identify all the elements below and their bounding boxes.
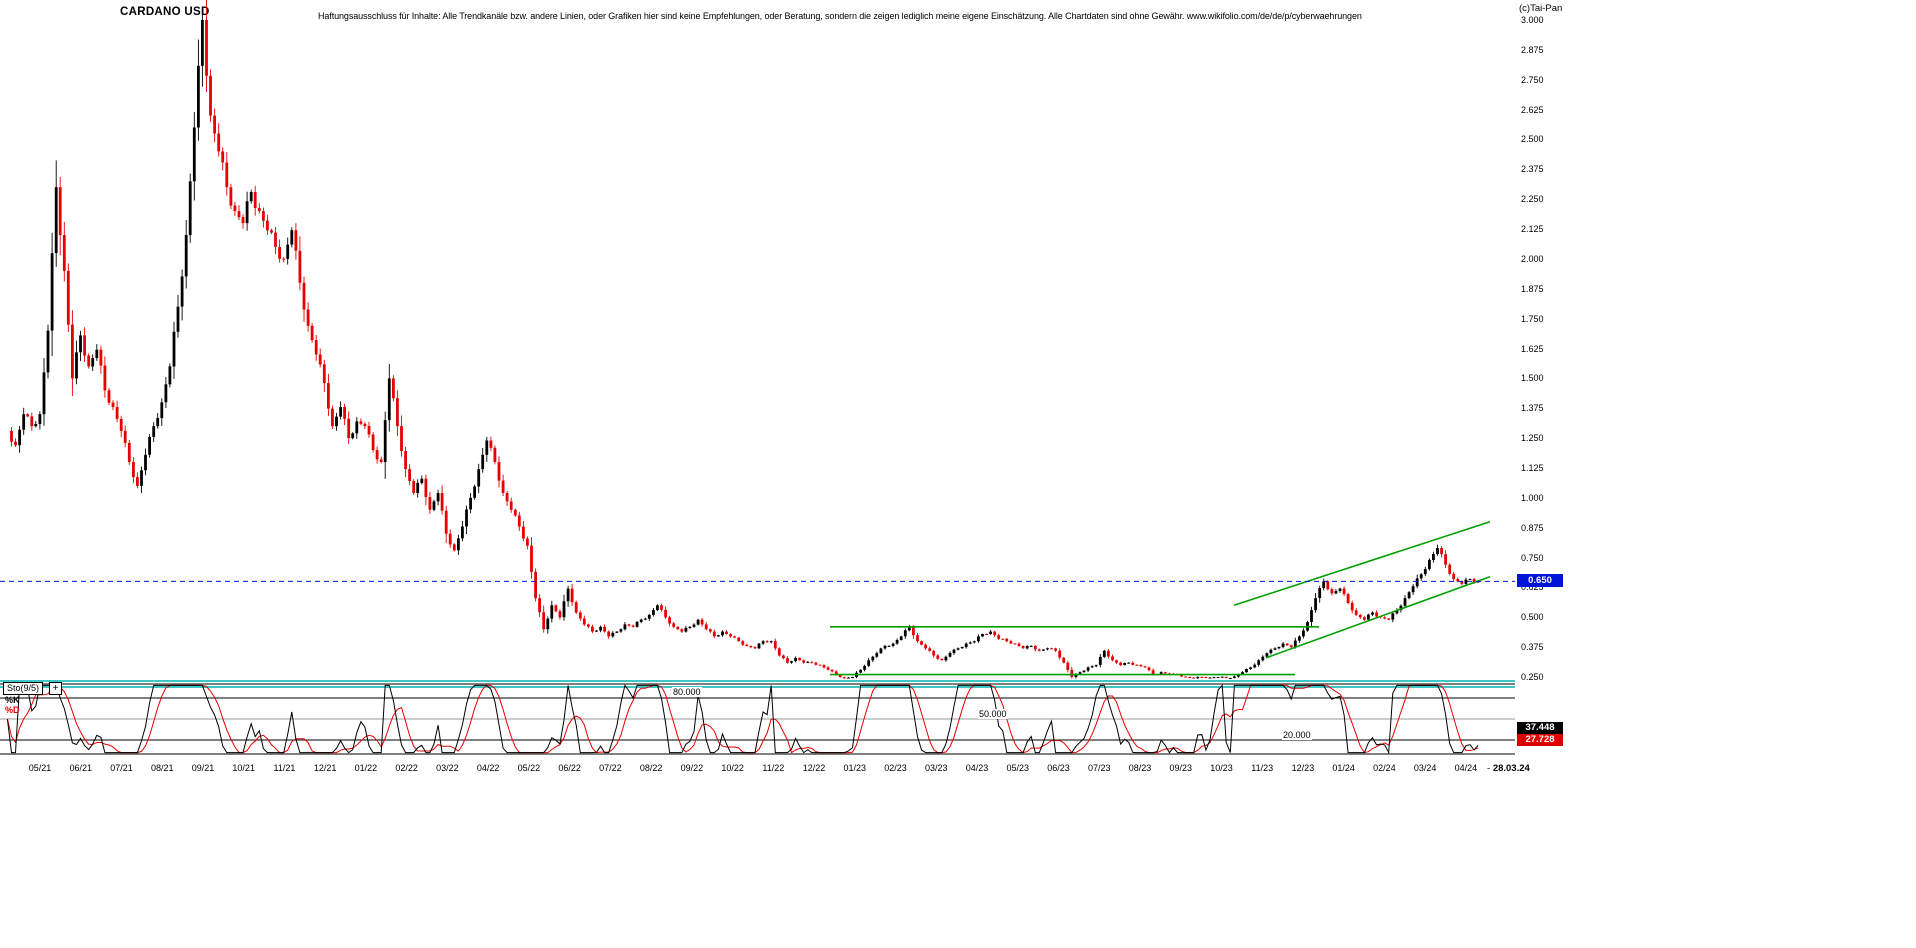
- time-tick-label: 03/23: [925, 763, 948, 773]
- price-tick-label: 2.375: [1521, 164, 1544, 175]
- time-tick-label: 12/22: [802, 763, 826, 773]
- time-tick-label: 05/23: [1006, 763, 1030, 773]
- time-tick-label: 01/23: [843, 763, 867, 773]
- price-tick-label: 1.000: [1521, 492, 1544, 503]
- last-date-value: 28.03.24: [1492, 763, 1530, 774]
- time-tick-label: 10/22: [721, 763, 744, 773]
- indicator-k-label: %K: [5, 695, 20, 705]
- price-tick-label: 0.750: [1521, 552, 1544, 563]
- time-tick-label: 01/24: [1332, 763, 1355, 773]
- time-tick-label: 02/23: [884, 763, 907, 773]
- indicator-k-value: 37.448: [1517, 722, 1563, 734]
- price-tick-label: 1.750: [1521, 313, 1544, 324]
- price-tick-label: 0.250: [1521, 672, 1544, 682]
- price-tick-label: 1.875: [1521, 283, 1544, 294]
- time-tick-label: 10/21: [232, 763, 255, 773]
- price-tick-label: 2.875: [1521, 44, 1544, 55]
- time-tick-label: 05/21: [28, 763, 52, 773]
- time-tick-label: 08/21: [150, 763, 174, 773]
- price-tick-label: 2.750: [1521, 74, 1544, 85]
- indicator-level-label: 20.000: [1282, 730, 1312, 740]
- price-tick-label: 2.500: [1521, 134, 1544, 145]
- time-tick-label: 03/24: [1413, 763, 1437, 773]
- time-tick-label: 12/23: [1291, 763, 1315, 773]
- time-tick-label: 07/21: [110, 763, 133, 773]
- date-separator: -: [1487, 763, 1491, 774]
- price-tick-label: 1.125: [1521, 462, 1544, 473]
- disclaimer-text: Haftungsausschluss für Inhalte: Alle Tre…: [318, 11, 1362, 21]
- time-tick-label: 02/24: [1373, 763, 1396, 773]
- time-tick-label: 09/22: [680, 763, 704, 773]
- time-tick-label: 09/23: [1169, 763, 1192, 773]
- price-tick-label: 1.500: [1521, 373, 1544, 384]
- price-tick-label: 0.875: [1521, 522, 1544, 533]
- current-price-badge: 0.650: [1517, 574, 1563, 588]
- time-tick-label: 08/22: [639, 763, 663, 773]
- time-tick-label: 06/21: [69, 763, 92, 773]
- time-tick-label: 05/22: [517, 763, 541, 773]
- time-tick-label: 04/22: [476, 763, 500, 773]
- time-tick-label: 12/21: [313, 763, 337, 773]
- copyright-label: (c)Tai-Pan: [1519, 3, 1563, 14]
- time-tick-label: 11/21: [273, 763, 296, 773]
- time-tick-label: 07/23: [1087, 763, 1111, 773]
- indicator-level-label: 80.000: [672, 687, 702, 697]
- price-tick-label: 0.375: [1521, 642, 1544, 653]
- price-tick-label: 3.000: [1521, 15, 1544, 25]
- price-tick-label: 1.250: [1521, 433, 1544, 444]
- time-tick-label: 07/22: [599, 763, 622, 773]
- time-tick-label: 11/23: [1251, 763, 1274, 773]
- price-tick-label: 2.000: [1521, 253, 1544, 264]
- indicator-expand-button[interactable]: +: [49, 682, 62, 695]
- time-tick-label: 01/22: [354, 763, 378, 773]
- price-tick-label: 2.125: [1521, 224, 1544, 235]
- time-tick-label: 09/21: [191, 763, 215, 773]
- time-tick-label: 06/22: [558, 763, 581, 773]
- indicator-level-label: 50.000: [978, 709, 1008, 719]
- price-tick-label: 0.500: [1521, 612, 1544, 623]
- price-tick-label: 2.250: [1521, 194, 1544, 205]
- time-tick-label: 06/23: [1047, 763, 1070, 773]
- price-tick-label: 2.625: [1521, 104, 1544, 115]
- time-tick-label: 11/22: [762, 763, 785, 773]
- time-tick-label: 03/22: [436, 763, 459, 773]
- last-date-label: - 28.03.24: [1487, 763, 1530, 774]
- indicator-label: Sto(9/5): [3, 682, 44, 695]
- time-tick-label: 08/23: [1128, 763, 1152, 773]
- chart-title: CARDANO USD: [120, 6, 210, 18]
- price-tick-label: 1.375: [1521, 403, 1544, 414]
- indicator-d-value: 27.728: [1517, 734, 1563, 746]
- time-tick-label: 04/23: [965, 763, 989, 773]
- price-tick-label: 1.625: [1521, 343, 1544, 354]
- time-tick-label: 04/24: [1454, 763, 1478, 773]
- time-tick-label: 02/22: [395, 763, 418, 773]
- time-tick-label: 10/23: [1210, 763, 1233, 773]
- indicator-d-label: %D: [5, 705, 20, 715]
